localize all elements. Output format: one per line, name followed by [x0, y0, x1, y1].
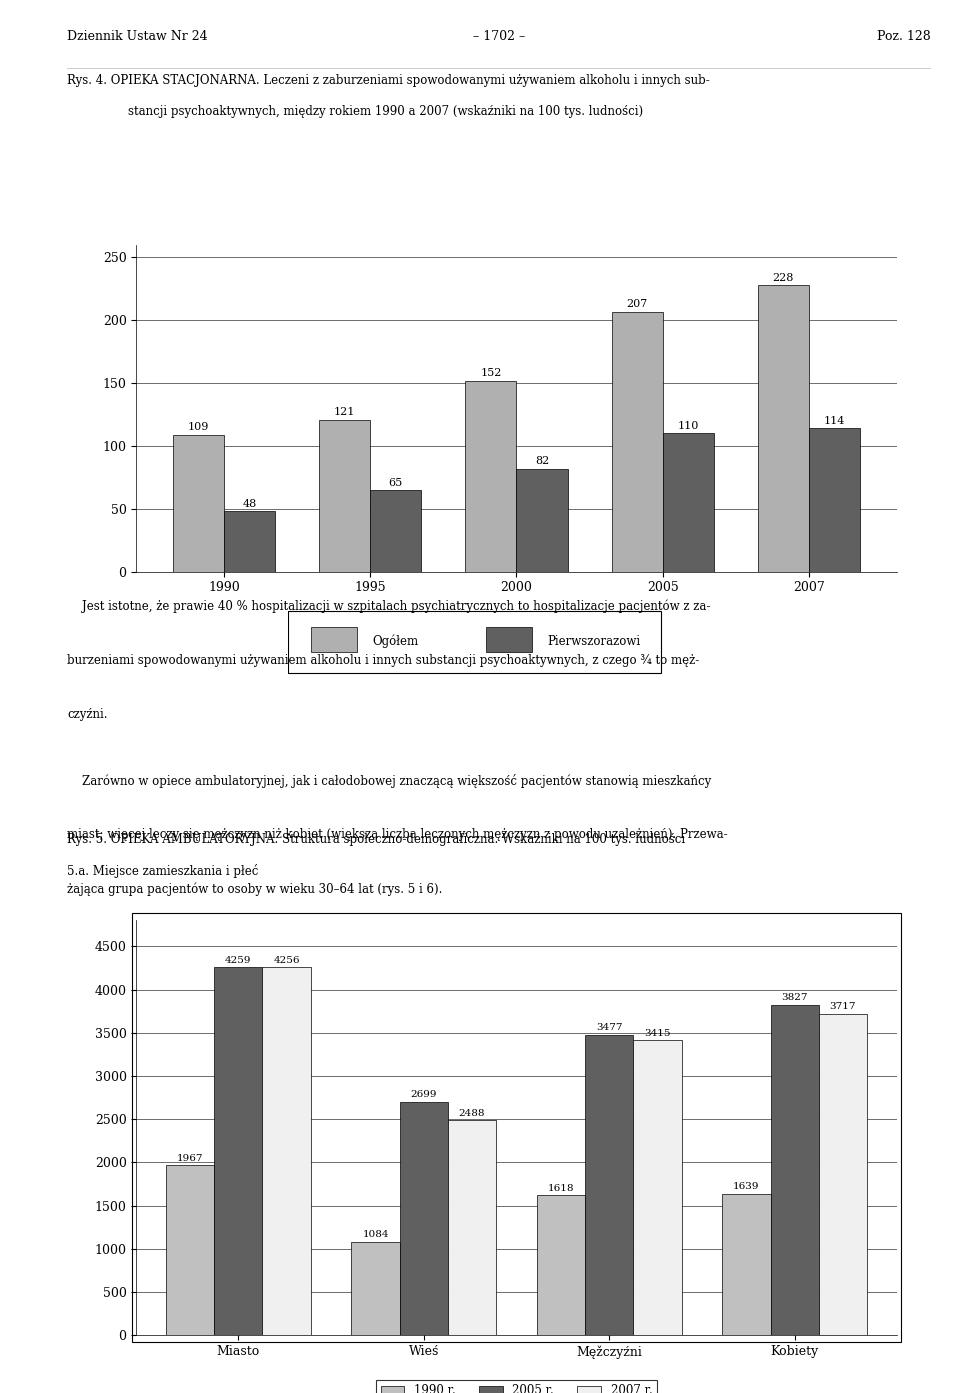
Bar: [262, 967, 311, 1336]
Bar: [351, 1241, 399, 1336]
FancyBboxPatch shape: [311, 627, 357, 652]
Bar: [757, 286, 809, 571]
Text: 1618: 1618: [548, 1184, 574, 1192]
Text: czyźni.: czyźni.: [67, 708, 108, 720]
Bar: [819, 1014, 867, 1336]
Text: Pierwszorazowi: Pierwszorazowi: [547, 635, 640, 648]
Bar: [224, 511, 276, 571]
Bar: [173, 435, 224, 571]
Text: 65: 65: [389, 478, 403, 488]
Text: Zarówno w opiece ambulatoryjnej, jak i całodobowej znaczącą większość pacjentów : Zarówno w opiece ambulatoryjnej, jak i c…: [67, 775, 711, 788]
Text: 4256: 4256: [274, 956, 300, 965]
Text: miast; więcej leczy się mężczyzn niż kobiet (większa liczba leczonych mężczyzn z: miast; więcej leczy się mężczyzn niż kob…: [67, 827, 728, 841]
Text: 3415: 3415: [644, 1028, 671, 1038]
Bar: [612, 312, 662, 571]
Bar: [634, 1041, 682, 1336]
FancyBboxPatch shape: [486, 627, 532, 652]
Text: Jest istotne, że prawie 40 % hospitalizacji w szpitalach psychiatrycznych to hos: Jest istotne, że prawie 40 % hospitaliza…: [67, 599, 710, 613]
Text: 5.a. Miejsce zamieszkania i płeć: 5.a. Miejsce zamieszkania i płeć: [67, 864, 258, 878]
Text: żająca grupa pacjentów to osoby w wieku 30–64 lat (rys. 5 i 6).: żająca grupa pacjentów to osoby w wieku …: [67, 882, 443, 896]
Text: – 1702 –: – 1702 –: [473, 31, 525, 43]
Text: burzeniami spowodowanymi używaniem alkoholu i innych substancji psychoaktywnych,: burzeniami spowodowanymi używaniem alkoh…: [67, 653, 700, 667]
Text: 121: 121: [334, 407, 355, 417]
Text: 3717: 3717: [829, 1003, 856, 1011]
Bar: [722, 1194, 771, 1336]
Bar: [537, 1195, 585, 1336]
FancyBboxPatch shape: [288, 612, 660, 673]
Text: 1639: 1639: [733, 1183, 759, 1191]
Text: Poz. 128: Poz. 128: [877, 31, 931, 43]
Text: 4259: 4259: [225, 956, 252, 964]
Text: 207: 207: [627, 299, 648, 309]
Bar: [448, 1120, 496, 1336]
Bar: [319, 419, 371, 571]
Text: 3827: 3827: [781, 993, 808, 1002]
Bar: [809, 429, 860, 571]
Bar: [662, 433, 714, 571]
Text: 109: 109: [188, 422, 209, 432]
Legend: 1990 r., 2005 r., 2007 r.: 1990 r., 2005 r., 2007 r.: [376, 1379, 657, 1393]
Text: 1084: 1084: [362, 1230, 389, 1238]
Text: 2488: 2488: [459, 1109, 485, 1117]
Bar: [214, 967, 262, 1336]
Text: Rys. 4. OPIEKA STACJONARNA. Leczeni z zaburzeniami spowodowanymi używaniem alkoh: Rys. 4. OPIEKA STACJONARNA. Leczeni z za…: [67, 74, 710, 86]
Text: 110: 110: [678, 421, 699, 430]
Bar: [371, 490, 421, 571]
Bar: [516, 468, 567, 571]
Text: 82: 82: [535, 456, 549, 467]
Bar: [466, 380, 516, 571]
Text: 3477: 3477: [596, 1024, 622, 1032]
Text: 228: 228: [773, 273, 794, 283]
Text: Dziennik Ustaw Nr 24: Dziennik Ustaw Nr 24: [67, 31, 207, 43]
Bar: [399, 1102, 448, 1336]
Text: 114: 114: [824, 417, 845, 426]
Text: Ogółem: Ogółem: [372, 635, 419, 648]
Text: 2699: 2699: [411, 1091, 437, 1099]
Bar: [166, 1166, 214, 1336]
Text: Rys. 5. OPIEKA AMBULATORYJNA. Struktura społeczno-demograficzna. Wskaźniki na 10: Rys. 5. OPIEKA AMBULATORYJNA. Struktura …: [67, 833, 685, 846]
Text: 152: 152: [480, 368, 501, 378]
Bar: [771, 1004, 819, 1336]
Text: stancji psychoaktywnych, między rokiem 1990 a 2007 (wskaźniki na 100 tys. ludnoś: stancji psychoaktywnych, między rokiem 1…: [128, 104, 643, 118]
Bar: [585, 1035, 634, 1336]
Text: 1967: 1967: [177, 1153, 204, 1163]
Text: 48: 48: [243, 499, 256, 508]
